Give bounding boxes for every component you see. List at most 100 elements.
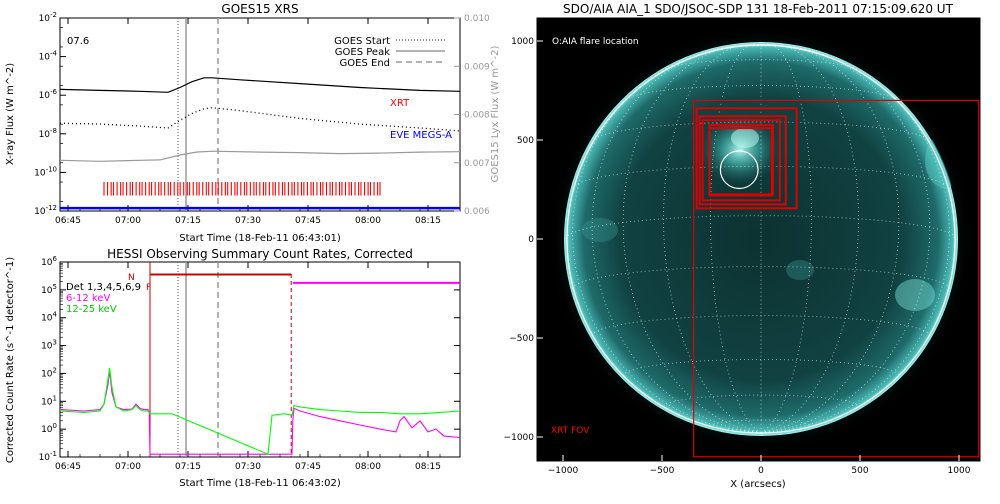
- hessi-plot-frame: [59, 261, 461, 458]
- bright-region-east: [582, 218, 618, 242]
- aia-axes: −1000 −500 0 500 1000 −1000 −500 0 500 1000: [504, 37, 971, 476]
- goes-x-tick-label: 08:15: [415, 216, 441, 226]
- latitude-line: [663, 59, 859, 72]
- sun-disk: [564, 42, 958, 436]
- goes-y2-tick-label: 0.007: [464, 159, 490, 169]
- aia-flare-label: O:AIA flare location: [552, 37, 639, 47]
- goes-y2-tick-label: 0.008: [464, 111, 490, 121]
- aia-x-tick-label: 1000: [948, 466, 971, 476]
- aia-flare-circle: [719, 150, 759, 190]
- goes-x-tick-label: 07:45: [295, 216, 321, 226]
- goes-legend: GOES Start GOES Peak GOES End: [334, 36, 445, 69]
- hessi-y-tick-label: 105: [41, 283, 57, 296]
- latitude-line: [565, 215, 957, 240]
- goes-y-tick-label: 10-10: [34, 165, 57, 178]
- bright-region-southwest: [895, 279, 935, 311]
- hessi-x-tick-label: 07:45: [295, 462, 321, 472]
- aia-x-tick-label: 500: [851, 466, 868, 476]
- aia-y-tick-label: 1000: [511, 37, 534, 47]
- aia-x-tick-label: 0: [758, 466, 764, 476]
- hessi-x-tick-label: 07:30: [235, 462, 261, 472]
- goes-y-tick-label: 10-4: [39, 50, 58, 63]
- hessi-flag-n: N: [128, 273, 135, 283]
- legend-goes-end: GOES End: [340, 58, 390, 69]
- legend-hessi-6-12: 6-12 keV: [66, 293, 110, 304]
- hessi-marks: [60, 262, 460, 457]
- hessi-y-tick-label: 10-1: [39, 450, 57, 463]
- hessi-y-tick-label: 101: [41, 394, 57, 407]
- goes-axes: [59, 17, 461, 212]
- goes-title: GOES15 XRS: [221, 2, 298, 16]
- bright-region-south: [786, 260, 814, 280]
- goes-y-tick-label: 10-2: [39, 11, 57, 24]
- goes-corner-label: 07.6: [67, 36, 89, 47]
- hessi-y-tick-label: 104: [41, 311, 57, 324]
- latitude-line: [572, 165, 950, 190]
- aia-overlays: [693, 99, 980, 458]
- aia-image-panel: SDO/AIA AIA_1 SDO/JSOC-SDP 131 18-Feb-20…: [504, 2, 981, 490]
- xrt-fov-box: [698, 115, 787, 206]
- legend-hessi-detectors: Det 1,3,4,5,6,9: [66, 282, 141, 293]
- goes-xlabel: Start Time (18-Feb-11 06:43:01): [179, 233, 341, 244]
- hessi-x-tick-label: 08:15: [415, 462, 441, 472]
- latitude-line: [663, 394, 859, 407]
- hessi-x-tick-label: 07:15: [175, 462, 201, 472]
- hessi-ylabel: Corrected Count Rate (s^-1 detector^-1): [5, 257, 16, 463]
- goes-ylabel: X-ray Flux (W m^-2): [5, 63, 16, 165]
- legend-hessi-12-25: 12-25 keV: [66, 304, 117, 315]
- goes-x-tick-label: 08:00: [355, 216, 381, 226]
- hessi-x-tick-label: 08:00: [355, 462, 381, 472]
- active-region-core: [731, 128, 759, 148]
- aia-y-tick-label: 0: [528, 235, 534, 245]
- goes-y2-tick-label: 0.009: [464, 62, 490, 72]
- heliographic-grid: [565, 43, 957, 434]
- xrt-fov-box: [708, 127, 773, 197]
- hessi-title: HESSI Observing Summary Count Rates, Cor…: [107, 247, 413, 261]
- goes-tick-labels: 06:45 07:00 07:15 07:30 07:45 08:00 08:15 10-12…: [34, 11, 490, 226]
- goes-y-tick-label: 10-8: [39, 127, 57, 140]
- latitude-line: [622, 85, 900, 103]
- hessi-series-2: [60, 367, 460, 455]
- xrt-fov-box: [701, 119, 781, 202]
- goes-plot-frame: [59, 17, 461, 212]
- hessi-x-tick-label: 07:00: [115, 462, 141, 472]
- hessi-tick-labels: 06:45 07:00 07:15 07:30 07:45 08:00 08:15 10-1 1…: [39, 255, 441, 472]
- hessi-legend: Det 1,3,4,5,6,9 6-12 keV 12-25 keV: [66, 282, 141, 315]
- aia-y-tick-label: −1000: [504, 433, 535, 443]
- goes-series-2: [60, 150, 460, 162]
- xrt-annotation: XRT: [390, 98, 410, 109]
- goes-y2-tick-label: 0.010: [464, 14, 490, 24]
- aia-title: SDO/AIA AIA_1 SDO/JSOC-SDP 131 18-Feb-20…: [563, 2, 954, 16]
- aia-image: [547, 25, 980, 458]
- aia-y-tick-label: −500: [509, 334, 534, 344]
- aia-xrt-fov-label: XRT FOV: [551, 426, 590, 436]
- xrt-fov-box: [693, 99, 980, 458]
- hessi-xlabel: Start Time (18-Feb-11 06:43:02): [179, 478, 341, 489]
- longitude-line: [760, 44, 900, 434]
- goes-y-tick-label: 10-6: [39, 88, 58, 101]
- goes-plot: GOES15 XRS 06:45 07:00 07:15 07:30 07:45 08:0…: [5, 2, 501, 244]
- aia-x-tick-label: −500: [650, 466, 675, 476]
- goes-x-tick-label: 06:45: [55, 216, 81, 226]
- goes-x-tick-label: 07:30: [235, 216, 261, 226]
- xrt-fov-box: [695, 107, 798, 210]
- eve-megs-annotation: EVE MEGS-A: [390, 130, 452, 141]
- hessi-y-tick-label: 106: [41, 255, 57, 268]
- limb-circle: [566, 44, 956, 434]
- aia-y-tick-label: 500: [517, 136, 534, 146]
- hessi-axes: [59, 261, 461, 458]
- goes-x-tick-label: 07:00: [115, 216, 141, 226]
- hessi-plot: HESSI Observing Summary Count Rates, Cor…: [5, 247, 461, 489]
- goes-y2-tick-label: 0.006: [464, 207, 490, 217]
- goes-x-tick-label: 07:15: [175, 216, 201, 226]
- legend-goes-start: GOES Start: [334, 36, 390, 47]
- hessi-x-tick-label: 06:45: [55, 462, 81, 472]
- hessi-flag-f: F: [146, 283, 151, 293]
- hessi-y-tick-label: 100: [41, 422, 57, 435]
- aia-x-tick-label: −1000: [548, 466, 579, 476]
- latitude-line: [622, 358, 900, 377]
- hessi-y-tick-label: 103: [41, 339, 57, 352]
- goes-marks: [60, 18, 460, 211]
- goes-series-1: [60, 107, 460, 132]
- goes-series-0: [60, 77, 460, 93]
